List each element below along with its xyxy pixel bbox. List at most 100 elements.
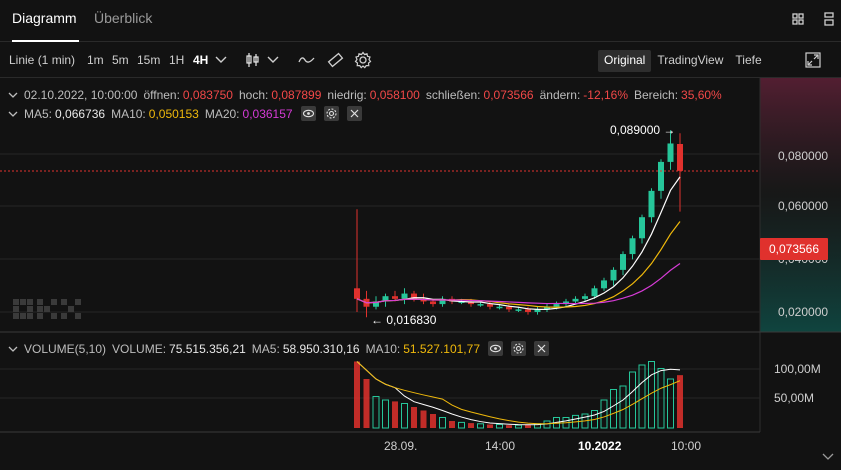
volume-bar [420, 410, 427, 428]
candle-date: 02.10.2022, 10:00:00 [24, 88, 138, 102]
volume-bar [401, 403, 408, 429]
time-tick: 14:00 [485, 439, 516, 453]
chart-toolbar: Linie (1 min) 1m 5m 15m 1H 4H [0, 42, 841, 78]
okx-watermark-logo [13, 299, 81, 319]
volume-settings-icon[interactable] [511, 341, 526, 356]
volume-bar [477, 423, 484, 429]
ma-settings-icon[interactable] [323, 106, 339, 121]
low-value: 0,058100 [369, 88, 420, 102]
interval-4h[interactable]: 4H [193, 53, 209, 67]
line-chart-button[interactable]: Linie (1 min) [9, 53, 76, 67]
price-tick: 0,020000 [778, 305, 829, 319]
ruler-draw-icon[interactable] [327, 52, 344, 71]
ma10-value: 0,050153 [148, 106, 199, 121]
panel-layout-icon[interactable] [823, 12, 835, 29]
view-depth[interactable]: Tiefe [735, 53, 762, 67]
interval-1m[interactable]: 1m [87, 53, 104, 67]
price-axis-gradient [760, 78, 841, 332]
candle-body [382, 296, 389, 302]
candle-body [610, 269, 617, 281]
volume-collapse-chevron-icon[interactable] [8, 344, 18, 354]
ma5-line [356, 176, 681, 310]
high-value: 0,087899 [271, 88, 322, 102]
ma-collapse-chevron-icon[interactable] [8, 109, 18, 119]
candle-body [430, 301, 436, 305]
volume-eye-icon[interactable] [488, 341, 503, 356]
max-price-value: 0,089000 [610, 123, 661, 137]
open-label: öffnen: [143, 88, 180, 102]
expand-corner-icon[interactable] [822, 450, 834, 465]
volume-close-icon[interactable] [534, 341, 549, 356]
close-value: 0,073566 [483, 88, 534, 102]
volume-bar [515, 424, 522, 429]
candle-body [439, 298, 446, 305]
volume-bar [591, 410, 598, 429]
volume-bar [487, 424, 493, 428]
candle-body [658, 161, 664, 191]
volume-bar [458, 421, 465, 429]
range-label: Bereich: [634, 88, 679, 102]
tab-chart[interactable]: Diagramm [12, 10, 77, 26]
volume-bar [468, 423, 474, 428]
ma-info: MA5: 0,066736 MA10: 0,050153 MA20: 0,036157 [8, 106, 362, 121]
volume-value: 75.515.356,21 [169, 341, 246, 356]
ma10-label: MA10: [111, 106, 146, 121]
volume-bar [610, 389, 617, 429]
price-tick: 0,080000 [778, 149, 829, 163]
candle-body [553, 304, 560, 307]
top-tabs: Diagramm Überblick [0, 0, 841, 42]
ma20-value: 0,036157 [242, 106, 293, 121]
chart-canvas[interactable] [0, 78, 841, 470]
chevron-down-icon[interactable] [215, 54, 227, 68]
candle-body [629, 238, 636, 255]
volume-ma5-line [356, 361, 681, 426]
view-original[interactable]: Original [598, 50, 652, 72]
candle-body [354, 288, 360, 299]
candle-body [591, 288, 598, 297]
fullscreen-icon[interactable] [805, 52, 821, 71]
candle-body [563, 301, 569, 305]
grid-layout-icon[interactable] [791, 12, 805, 29]
candle-body [572, 298, 579, 302]
view-tradingview[interactable]: TradingView [657, 53, 724, 67]
low-label: niedrig: [327, 88, 367, 102]
volume-label: VOLUME: [112, 341, 167, 356]
volume-bar [439, 417, 446, 429]
candle-body [420, 298, 427, 302]
min-price-annotation: ← 0,016830 [371, 313, 437, 327]
close-icon[interactable] [346, 106, 362, 121]
candle-body [392, 296, 398, 299]
indicator-wave-icon[interactable] [298, 53, 315, 70]
time-tick: 28.09. [384, 439, 418, 453]
candle-body [648, 190, 655, 218]
candle-body [544, 306, 550, 310]
candle-body [515, 309, 522, 311]
candle-body [601, 280, 607, 289]
collapse-chevron-icon[interactable] [8, 90, 18, 100]
chart-area[interactable]: 02.10.2022, 10:00:00 öffnen: 0,083750 hoc… [0, 78, 841, 470]
view-mode-group: Original TradingView Tiefe [598, 50, 768, 72]
settings-gear-icon[interactable] [354, 51, 372, 72]
volume-bar [449, 421, 455, 428]
volume-bar [638, 364, 646, 429]
interval-15m[interactable]: 15m [137, 53, 161, 67]
candle-body [534, 309, 541, 312]
volume-bar [600, 399, 608, 429]
tab-overview[interactable]: Überblick [94, 10, 153, 26]
time-tick: 10.2022 [578, 439, 622, 453]
volume-bar [411, 407, 417, 428]
candle-body [487, 304, 493, 307]
vol-ma10-label: MA10: [365, 341, 401, 356]
ohlc-info: 02.10.2022, 10:00:00 öffnen: 0,083750 hoc… [8, 88, 722, 102]
range-value: 35,60% [681, 88, 722, 102]
volume-bar [392, 401, 398, 428]
candlestick-icon[interactable] [245, 52, 261, 71]
chart-type-chevron-icon[interactable] [267, 54, 279, 68]
candle-body [506, 306, 512, 310]
volume-bar [657, 368, 665, 429]
eye-icon[interactable] [300, 106, 316, 121]
candle-body [667, 143, 674, 162]
interval-5m[interactable]: 5m [112, 53, 129, 67]
interval-1h[interactable]: 1H [169, 53, 185, 67]
candle-body [458, 301, 465, 303]
